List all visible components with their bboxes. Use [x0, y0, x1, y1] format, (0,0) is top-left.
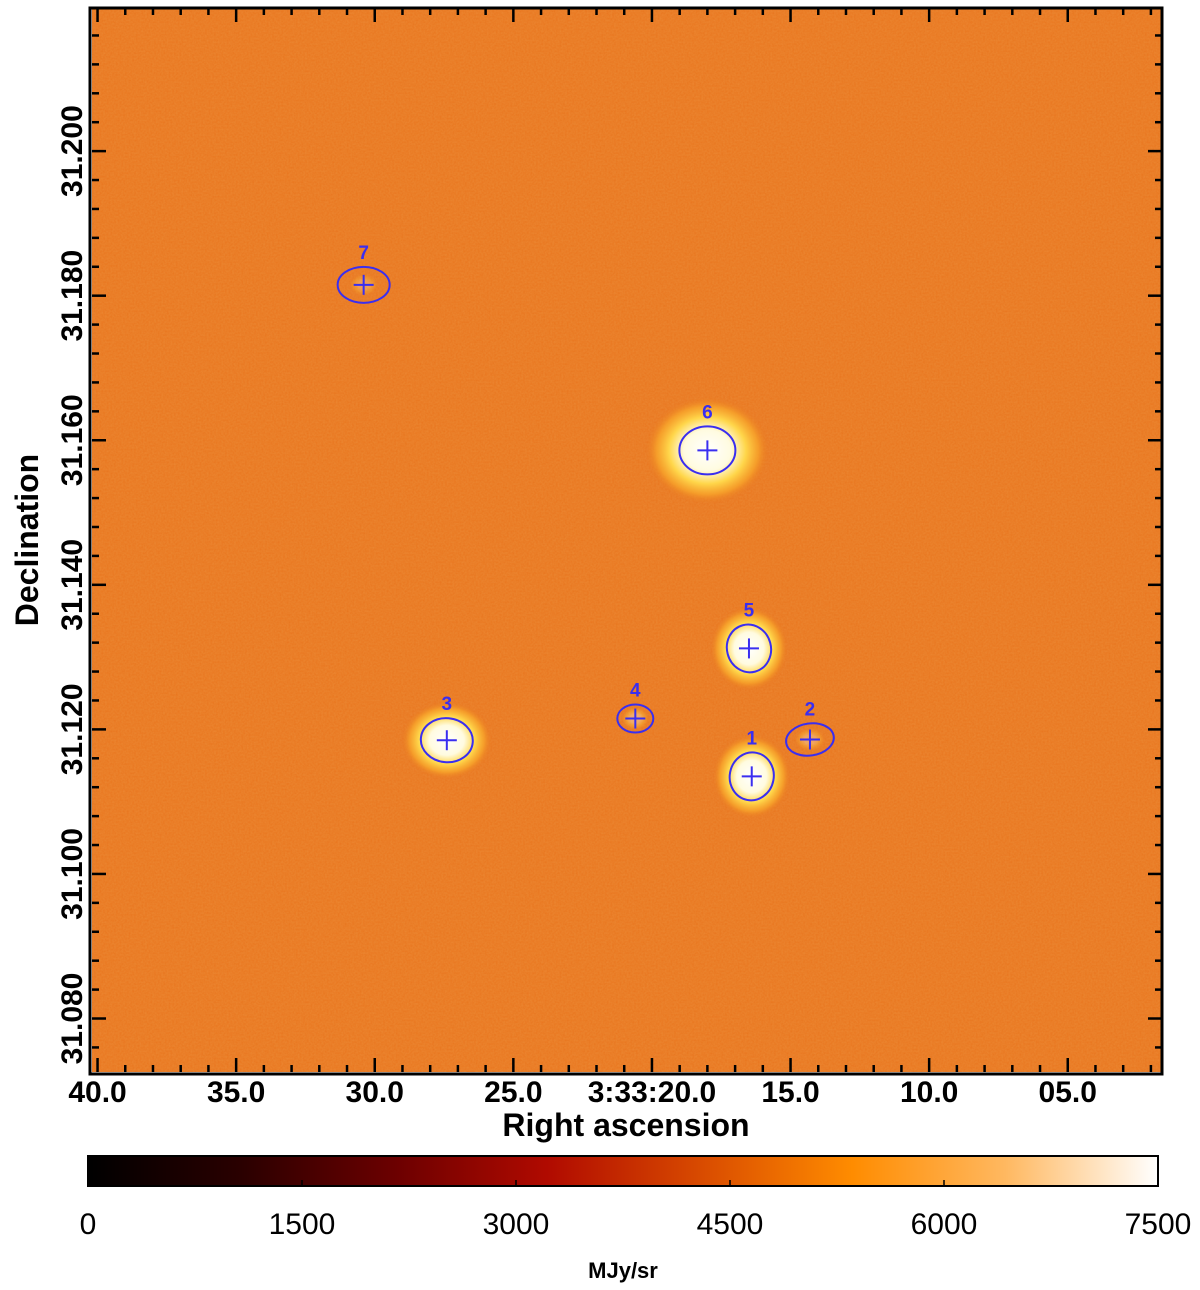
x-tick-label: 3:33:20.0: [588, 1076, 716, 1109]
colorbar-tick-label: 7500: [1125, 1208, 1192, 1241]
source-contour: [336, 265, 391, 304]
source-label: 1: [746, 728, 757, 749]
colorbar-tick-label: 4500: [697, 1208, 764, 1241]
colorbar: 0 1500 3000 4500 6000 7500 MJy/sr: [80, 1155, 1192, 1283]
x-axis-title: Right ascension: [502, 1107, 749, 1143]
y-tick-label: 31.180: [56, 250, 89, 342]
x-tick-label: 35.0: [207, 1076, 265, 1109]
x-tick-label: 10.0: [900, 1076, 958, 1109]
x-tick-label: 25.0: [484, 1076, 542, 1109]
source-contour: [678, 425, 737, 476]
source-label: 6: [702, 402, 713, 423]
source-contour: [785, 722, 835, 757]
source-marker: 4: [616, 681, 655, 734]
source-marker: 1: [712, 728, 791, 819]
source-contour: [728, 751, 775, 802]
colorbar-gradient: [87, 1155, 1159, 1187]
y-tick-label: 31.160: [56, 394, 89, 486]
colorbar-tick-label: 1500: [269, 1208, 336, 1241]
y-tick-label: 31.100: [56, 828, 89, 920]
x-tick-label: 15.0: [761, 1076, 819, 1109]
colorbar-tick-label: 3000: [483, 1208, 550, 1241]
source-contour: [419, 717, 474, 764]
source-contour: [616, 703, 655, 734]
y-tick-label: 31.120: [56, 683, 89, 775]
source-marker: 2: [785, 700, 835, 757]
x-tick-label: 05.0: [1039, 1076, 1097, 1109]
colorbar-unit: MJy/sr: [588, 1258, 658, 1283]
source-marker: 5: [709, 600, 789, 691]
x-tick-label: 40.0: [68, 1076, 126, 1109]
y-tick-label: 31.140: [56, 539, 89, 631]
image-panel: 1 2 3 4 5 6 7: [88, 6, 1164, 1076]
source-label: 7: [358, 243, 369, 264]
colorbar-tick-label: 0: [80, 1208, 97, 1241]
colorbar-tick-label: 6000: [911, 1208, 978, 1241]
y-axis-title: Declination: [9, 454, 45, 626]
source-label: 4: [630, 681, 641, 702]
y-tick-label: 31.080: [56, 973, 89, 1065]
x-tick-label: 30.0: [346, 1076, 404, 1109]
source-label: 5: [744, 600, 755, 621]
source-marker: 7: [336, 243, 391, 304]
y-tick-label: 31.200: [56, 105, 89, 197]
source-label: 3: [442, 694, 453, 715]
source-marker: 6: [645, 396, 770, 505]
source-contour: [725, 623, 773, 674]
image-noise: [92, 8, 1162, 1072]
plot-frame: [88, 6, 1164, 1076]
source-label: 2: [805, 700, 816, 721]
source-marker: 3: [401, 694, 493, 780]
